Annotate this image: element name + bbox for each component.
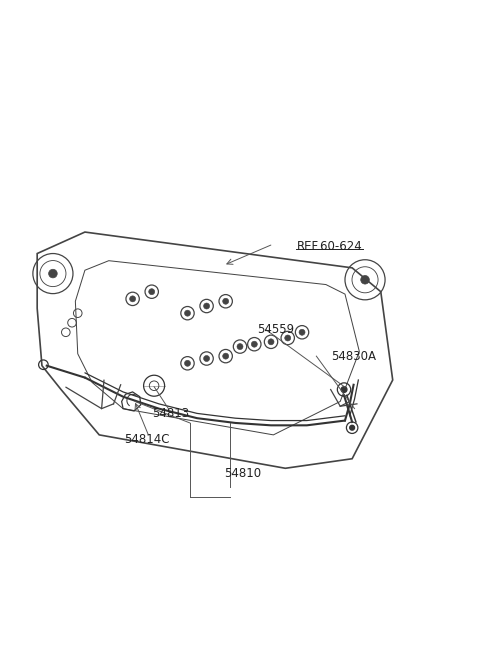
Circle shape — [237, 344, 243, 350]
Circle shape — [223, 298, 228, 305]
Text: 54830A: 54830A — [331, 350, 376, 363]
Circle shape — [184, 360, 191, 366]
Circle shape — [350, 425, 355, 430]
Circle shape — [252, 341, 257, 347]
Text: 54559: 54559 — [257, 324, 294, 337]
Circle shape — [299, 329, 305, 335]
Circle shape — [48, 269, 57, 278]
Circle shape — [341, 386, 347, 392]
Circle shape — [204, 356, 210, 362]
Circle shape — [204, 303, 210, 309]
Circle shape — [285, 335, 291, 341]
Circle shape — [130, 296, 136, 302]
Circle shape — [361, 276, 369, 284]
Circle shape — [149, 289, 155, 295]
Circle shape — [268, 339, 274, 345]
Text: 54813: 54813 — [152, 407, 190, 420]
Text: REF.60-624: REF.60-624 — [297, 240, 363, 253]
Circle shape — [184, 310, 191, 316]
Text: 54810: 54810 — [224, 466, 261, 479]
Text: 54814C: 54814C — [124, 433, 170, 446]
Circle shape — [223, 353, 228, 359]
